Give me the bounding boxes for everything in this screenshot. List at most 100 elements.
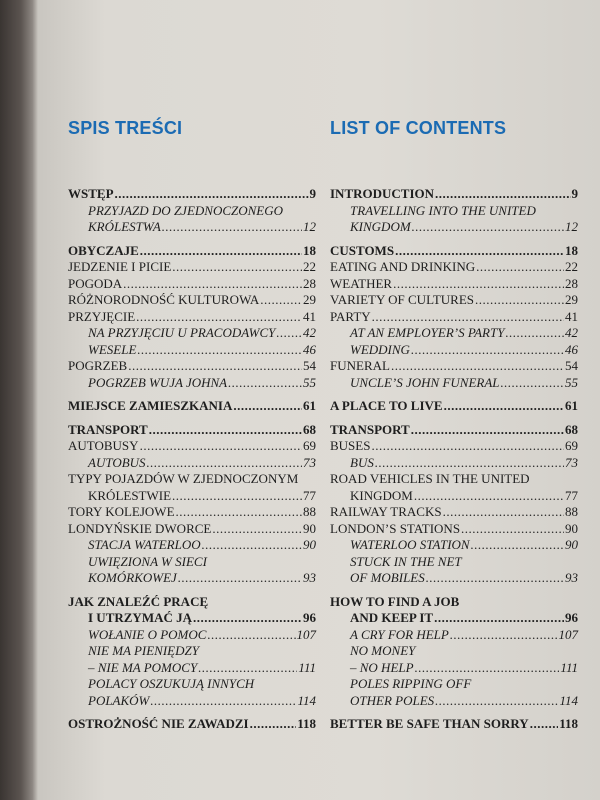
toc-entry-title: WOŁANIE O POMOC	[88, 626, 207, 642]
toc-entry-title: KINGDOM	[350, 219, 411, 234]
dot-leader	[228, 375, 302, 392]
dot-leader	[391, 358, 564, 375]
toc-entry: TRANSPORT 68	[68, 422, 316, 439]
dot-leader	[172, 488, 302, 505]
toc-page-number: 61	[303, 398, 316, 413]
toc-entry-title: PRZYJAZD DO ZJEDNOCZONEGO	[88, 202, 284, 218]
toc-entry: WOŁANIE O POMOC 107	[68, 627, 316, 644]
toc-page-number: 55	[565, 374, 578, 390]
toc-entry: WESELE 46	[68, 342, 316, 359]
dot-leader	[136, 309, 302, 326]
toc-entry-title: BUS	[350, 454, 374, 470]
toc-page-number: 69	[565, 438, 578, 453]
toc-entry: WSTĘP 9	[68, 186, 316, 203]
toc-page-number: 69	[303, 438, 316, 453]
toc-page-number: 28	[303, 275, 316, 291]
dot-leader	[411, 342, 564, 359]
toc-entry-title: FUNERAL	[330, 358, 390, 373]
toc-page-number: 12	[565, 219, 578, 234]
dot-leader	[371, 438, 564, 455]
dot-leader	[198, 660, 297, 677]
toc-entry: BUSES 69	[330, 438, 578, 455]
toc-entry-title: STACJA WATERLOO	[88, 537, 201, 552]
toc-entry-title: BETTER BE SAFE THAN SORRY	[330, 716, 529, 731]
toc-entry-title: POGRZEB WUJA JOHNA	[88, 374, 228, 390]
toc-entry: AUTOBUS 73	[68, 455, 316, 472]
dot-leader	[137, 342, 302, 359]
toc-page-number: 93	[565, 570, 578, 585]
toc-entry-title: TYPY POJAZDÓW W ZJEDNOCZONYM	[68, 471, 299, 486]
toc-entry-title: WESELE	[88, 341, 137, 357]
toc-page-number: 42	[303, 325, 316, 340]
toc-entry-title: A CRY FOR HELP	[350, 626, 449, 642]
toc-page-number: 29	[565, 292, 578, 307]
toc-page-number: 73	[303, 454, 316, 470]
toc-entry-title: JAK ZNALEŹĆ PRACĘ	[68, 593, 209, 609]
dot-leader	[115, 186, 309, 203]
toc-entry: NO MONEY– NO HELP 111	[330, 643, 578, 676]
toc-entry: INTRODUCTION 9	[330, 186, 578, 203]
toc-entry-title: KRÓLESTWIE	[88, 487, 172, 503]
toc-entry-title: UNCLE’S JOHN FUNERAL	[350, 374, 500, 390]
toc-entry-title: POGODA	[68, 275, 123, 291]
toc-entry-title: LONDON’S STATIONS	[330, 520, 461, 536]
dot-leader	[395, 243, 564, 260]
toc-entry: POGODA 28	[68, 276, 316, 293]
dot-leader	[147, 455, 302, 472]
toc-entry-title: JEDZENIE I PICIE	[68, 259, 172, 274]
toc-page-number: 68	[303, 421, 316, 437]
toc-entry-title: WEATHER	[330, 275, 393, 291]
toc-entry-title: EATING AND DRINKING	[330, 259, 476, 274]
toc-entry-title: TRAVELLING INTO THE UNITED	[350, 202, 536, 218]
toc-entry-title: ROAD VEHICLES IN THE UNITED	[330, 471, 530, 486]
toc-entry-title: I UTRZYMAĆ JĄ	[88, 610, 192, 625]
dot-leader	[212, 521, 302, 538]
polish-toc-column: SPIS TREŚCI WSTĘP 9 PRZYJAZD DO ZJEDNOCZON…	[68, 118, 316, 733]
toc-page-number: 46	[565, 341, 578, 357]
toc-page-number: 107	[296, 626, 317, 642]
toc-page-number: 77	[303, 487, 316, 503]
toc-entry-title: NIE MA PIENIĘDZY	[88, 643, 199, 658]
dot-leader	[475, 292, 564, 309]
toc-entry-title: PARTY	[330, 308, 371, 324]
dot-leader	[162, 219, 302, 236]
toc-entry: PRZYJĘCIE 41	[68, 309, 316, 326]
dot-leader	[233, 398, 302, 415]
dot-leader	[505, 325, 564, 342]
toc-entry-title: POGRZEB	[68, 358, 128, 373]
toc-entry: OSTROŻNOŚĆ NIE ZAWADZI 118	[68, 716, 316, 733]
dot-leader	[178, 570, 302, 587]
toc-page-number: 96	[303, 610, 316, 625]
dot-leader	[250, 716, 297, 733]
toc-entry: JEDZENIE I PICIE 22	[68, 259, 316, 276]
toc-page-number: 55	[303, 374, 316, 390]
dot-leader	[461, 521, 564, 538]
english-toc-heading: LIST OF CONTENTS	[330, 118, 507, 138]
toc-entry-title: INTRODUCTION	[330, 186, 435, 201]
toc-entry: A PLACE TO LIVE 61	[330, 398, 578, 415]
dot-leader	[411, 422, 564, 439]
toc-page-number: 90	[303, 537, 316, 552]
toc-entry-title: RAILWAY TRACKS	[330, 504, 442, 519]
toc-entry: EATING AND DRINKING 22	[330, 259, 578, 276]
toc-page-number: 96	[565, 610, 578, 625]
dot-leader	[260, 292, 302, 309]
dot-leader	[140, 243, 302, 260]
dot-leader	[207, 627, 295, 644]
dot-leader	[443, 504, 564, 521]
toc-page-number: 54	[303, 358, 316, 373]
dot-leader	[415, 660, 560, 677]
dot-leader	[375, 455, 564, 472]
toc-entry: FUNERAL 54	[330, 358, 578, 375]
toc-page-number: 90	[303, 520, 316, 536]
toc-page-number: 77	[565, 487, 578, 503]
polish-toc-entries: WSTĘP 9 PRZYJAZD DO ZJEDNOCZONEGOKRÓLESTWA…	[68, 186, 316, 733]
toc-page-number: 90	[565, 537, 578, 552]
toc-page-number: 90	[565, 520, 578, 536]
